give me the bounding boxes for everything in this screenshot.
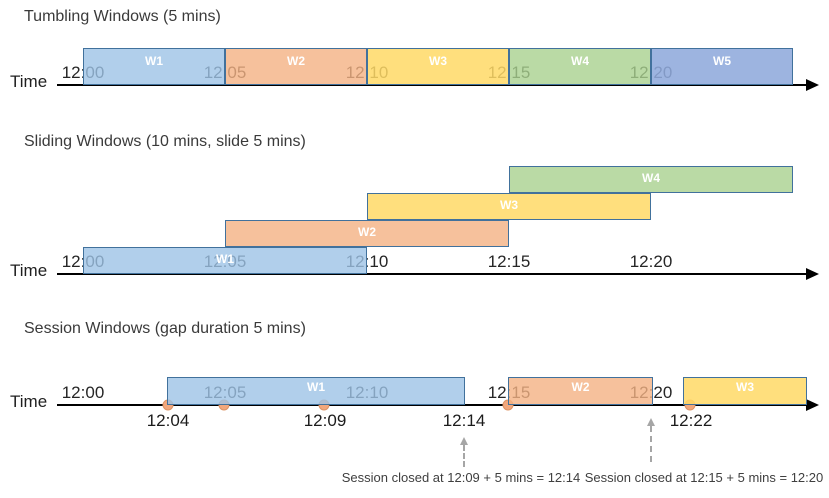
tick-label: 12:20 [629,252,673,271]
window-label: W1 [307,380,325,394]
section-title: Tumbling Windows (5 mins) [24,8,221,25]
tick-label: 12:15 [487,252,531,271]
callout-up-arrow-icon [460,437,468,445]
window-label: W3 [736,380,754,394]
window-label: W1 [216,252,234,266]
window-label: W3 [500,198,518,212]
callout-up-arrow-icon [647,418,655,426]
timeline [57,273,807,275]
window-box: W3 [683,377,807,405]
window-box: W2 [508,377,653,405]
window-box: W1 [83,247,367,274]
event-time-label: 12:09 [303,411,347,430]
window-label: W1 [145,54,163,68]
session-closed-annotation: Session closed at 12:09 + 5 mins = 12:14 [341,470,581,485]
window-box: W2 [225,220,509,247]
event-time-label: 12:22 [669,411,713,430]
window-label: W2 [571,380,590,394]
tick-label: 12:00 [61,383,105,402]
window-label: W4 [571,54,589,68]
window-box: W4 [509,48,651,85]
timeline-arrow-icon [806,399,819,411]
time-axis-label: Time [10,72,48,91]
time-axis-label: Time [10,261,48,280]
event-time-label: 12:04 [146,411,190,430]
timeline-arrow-icon [806,79,819,91]
timeline-arrow-icon [806,268,819,280]
window-box: W1 [167,377,465,405]
section-title: Session Windows (gap duration 5 mins) [24,320,306,337]
window-label: W2 [358,225,376,239]
callout-dashed-stem [650,426,652,462]
window-box: W3 [367,193,651,220]
timeline [57,84,807,86]
window-box: W4 [509,166,793,193]
window-box: W3 [367,48,509,85]
timeline [57,404,807,406]
window-label: W4 [642,171,660,185]
window-label: W3 [429,54,447,68]
window-box: W2 [225,48,367,85]
event-time-label: 12:14 [442,411,486,430]
callout-dashed-stem [463,445,465,467]
time-axis-label: Time [10,392,48,411]
session-closed-annotation: Session closed at 12:15 + 5 mins = 12:20 [584,470,824,485]
window-label: W5 [713,54,731,68]
window-label: W2 [287,54,305,68]
section-title: Sliding Windows (10 mins, slide 5 mins) [24,133,306,150]
window-box: W5 [651,48,793,85]
window-box: W1 [83,48,225,85]
